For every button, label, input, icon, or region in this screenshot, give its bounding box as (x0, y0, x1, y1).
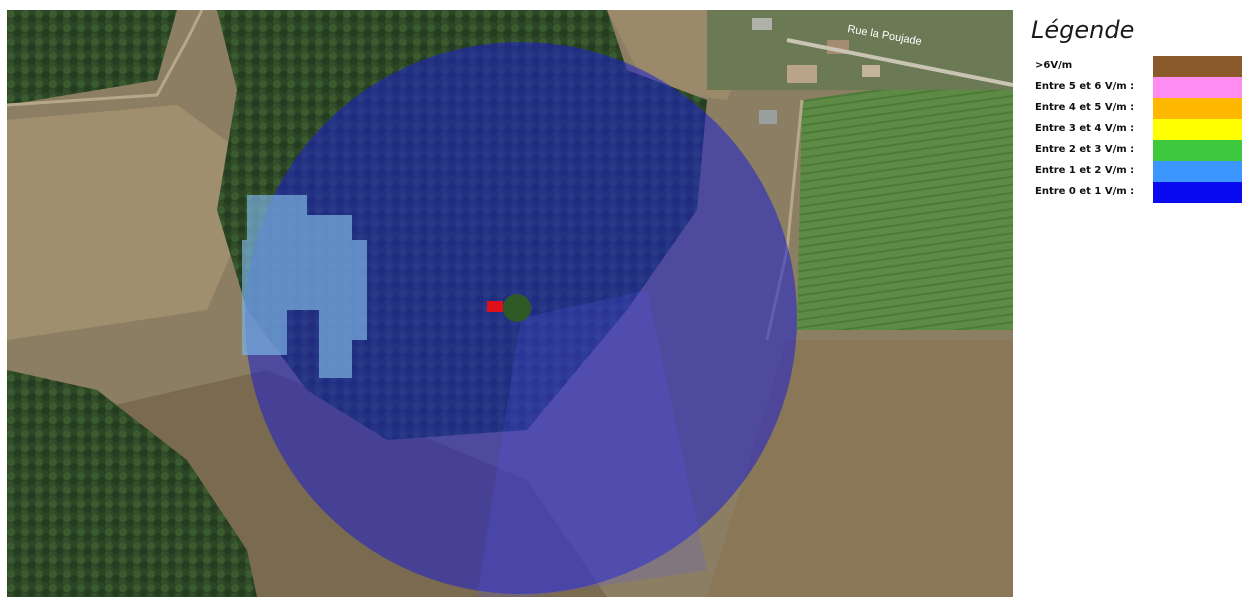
legend-title: Légende (1031, 16, 1135, 44)
legend-label: Entre 5 et 6 V/m : (1035, 81, 1135, 92)
legend-label: Entre 0 et 1 V/m : (1035, 186, 1135, 197)
village (707, 10, 1013, 124)
legend-swatch (1153, 161, 1242, 182)
legend-item: Entre 2 et 3 V/m : (1031, 140, 1242, 161)
legend-swatch (1153, 56, 1242, 77)
legend-swatch (1153, 140, 1242, 161)
coverage-zone-1-2[interactable] (242, 195, 367, 378)
legend-swatch (1153, 119, 1242, 140)
legend-swatch (1153, 98, 1242, 119)
legend-item: Entre 3 et 4 V/m : (1031, 119, 1242, 140)
forest-northwest (7, 10, 177, 105)
legend-item: Entre 5 et 6 V/m : (1031, 77, 1242, 98)
coverage-sector-shade (477, 290, 707, 597)
legend-label: Entre 1 et 2 V/m : (1035, 165, 1135, 176)
legend-swatch (1153, 182, 1242, 203)
legend-item: >6V/m (1031, 56, 1242, 77)
legend-swatch (1153, 77, 1242, 98)
forest-southwest (7, 370, 257, 597)
crop-field (797, 70, 1013, 330)
legend: Légende >6V/m Entre 5 et 6 V/m : Entre 4… (1031, 14, 1242, 214)
legend-item: Entre 1 et 2 V/m : (1031, 161, 1242, 182)
field-west (7, 105, 267, 340)
farm-track (7, 10, 204, 107)
legend-label: Entre 4 et 5 V/m : (1035, 102, 1135, 113)
antenna-marker-icon (487, 301, 503, 312)
legend-item: Entre 0 et 1 V/m : (1031, 182, 1242, 203)
legend-item: Entre 4 et 5 V/m : (1031, 98, 1242, 119)
legend-label: Entre 2 et 3 V/m : (1035, 144, 1135, 155)
antenna-site[interactable] (487, 294, 531, 322)
field-east (707, 340, 1013, 597)
legend-label: >6V/m (1035, 60, 1073, 71)
legend-label: Entre 3 et 4 V/m : (1035, 123, 1135, 134)
satellite-map[interactable]: Rue la Poujade (7, 10, 1013, 597)
